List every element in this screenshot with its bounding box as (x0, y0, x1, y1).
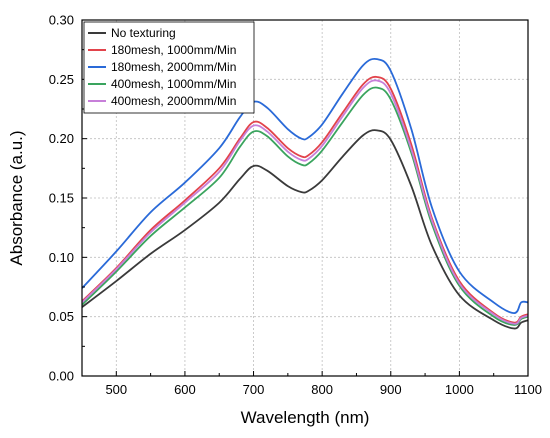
y-tick-label: 0.30 (49, 13, 74, 28)
y-axis-title: Absorbance (a.u.) (7, 130, 26, 265)
legend-box (83, 21, 255, 114)
legend-label: No texturing (111, 26, 176, 40)
y-tick-label: 0.05 (49, 309, 74, 324)
legend-label: 400mesh, 1000mm/Min (111, 77, 236, 91)
series-line-2 (81, 57, 529, 315)
series-line-3 (81, 86, 529, 326)
x-tick-label: 600 (174, 382, 196, 397)
x-tick-label: 700 (243, 382, 265, 397)
x-tick-label: 800 (311, 382, 333, 397)
series-line-1 (81, 75, 529, 324)
x-axis-title: Wavelength (nm) (241, 408, 370, 427)
x-tick-label: 500 (105, 382, 127, 397)
legend: No texturing 180mesh, 1000mm/Min 180mesh, … (83, 21, 255, 114)
y-tick-label: 0.25 (49, 72, 74, 87)
x-tick-label: 1100 (514, 382, 542, 397)
y-tick-label: 0.10 (49, 250, 74, 265)
legend-label: 400mesh, 2000mm/Min (111, 94, 236, 108)
grid (82, 20, 528, 376)
y-tick-label: 0.15 (49, 191, 74, 206)
series-line-0 (81, 129, 529, 330)
legend-label: 180mesh, 1000mm/Min (111, 43, 236, 57)
axis-ticks: 500 600 700 800 900 1000 1100 0.00 0.05 0.10 0.15 0… (49, 13, 542, 398)
series-line-4 (81, 79, 529, 325)
x-tick-label: 900 (380, 382, 402, 397)
legend-label: 180mesh, 2000mm/Min (111, 60, 236, 74)
y-tick-label: 0.00 (49, 369, 74, 384)
x-tick-label: 1000 (445, 382, 474, 397)
series-lines (81, 57, 529, 330)
y-tick-label: 0.20 (49, 131, 74, 146)
